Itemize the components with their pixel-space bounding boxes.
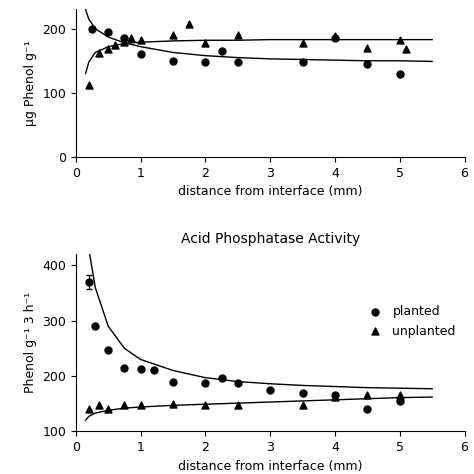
Y-axis label: Phenol g⁻¹ 3 h⁻¹: Phenol g⁻¹ 3 h⁻¹ — [24, 292, 36, 393]
unplanted — [234, 401, 242, 409]
planted — [266, 386, 274, 393]
planted — [104, 346, 112, 354]
Point — [299, 58, 306, 66]
Point — [234, 58, 242, 66]
planted — [91, 322, 99, 330]
Point — [331, 33, 339, 40]
Point — [104, 46, 112, 53]
unplanted — [331, 393, 339, 401]
X-axis label: distance from interface (mm): distance from interface (mm) — [178, 460, 363, 473]
Y-axis label: µg Phenol g⁻¹: µg Phenol g⁻¹ — [24, 40, 36, 126]
Point — [104, 28, 112, 36]
planted — [120, 364, 128, 372]
unplanted — [396, 392, 403, 399]
unplanted — [120, 401, 128, 409]
Point — [137, 36, 145, 44]
Point — [299, 39, 306, 46]
unplanted — [137, 401, 145, 409]
unplanted — [95, 401, 102, 409]
X-axis label: distance from interface (mm): distance from interface (mm) — [178, 185, 363, 198]
Point — [201, 39, 209, 46]
planted — [137, 365, 145, 373]
Point — [402, 46, 410, 53]
Point — [396, 70, 403, 77]
Point — [331, 35, 339, 42]
unplanted — [85, 405, 92, 413]
unplanted — [201, 401, 209, 409]
Point — [218, 47, 225, 55]
planted — [299, 389, 306, 396]
planted — [396, 397, 403, 405]
planted — [364, 405, 371, 413]
unplanted — [299, 401, 306, 409]
Legend: planted, unplanted: planted, unplanted — [360, 303, 458, 340]
Point — [85, 81, 92, 88]
planted — [169, 378, 177, 385]
Title: Acid Phosphatase Activity: Acid Phosphatase Activity — [181, 232, 360, 246]
Point — [169, 31, 177, 39]
Point — [127, 35, 135, 42]
unplanted — [169, 400, 177, 408]
Point — [95, 49, 102, 57]
Point — [120, 35, 128, 42]
Point — [201, 58, 209, 66]
planted — [201, 379, 209, 386]
Point — [111, 41, 118, 48]
planted — [150, 367, 157, 374]
planted — [234, 379, 242, 386]
Point — [185, 20, 193, 27]
Point — [396, 36, 403, 44]
Point — [120, 38, 128, 46]
planted — [85, 278, 92, 286]
planted — [218, 374, 225, 382]
Point — [364, 60, 371, 68]
Point — [88, 25, 96, 33]
unplanted — [364, 392, 371, 399]
Point — [234, 31, 242, 39]
Point — [137, 51, 145, 58]
unplanted — [104, 405, 112, 413]
Point — [169, 57, 177, 64]
planted — [331, 392, 339, 399]
Point — [364, 44, 371, 52]
